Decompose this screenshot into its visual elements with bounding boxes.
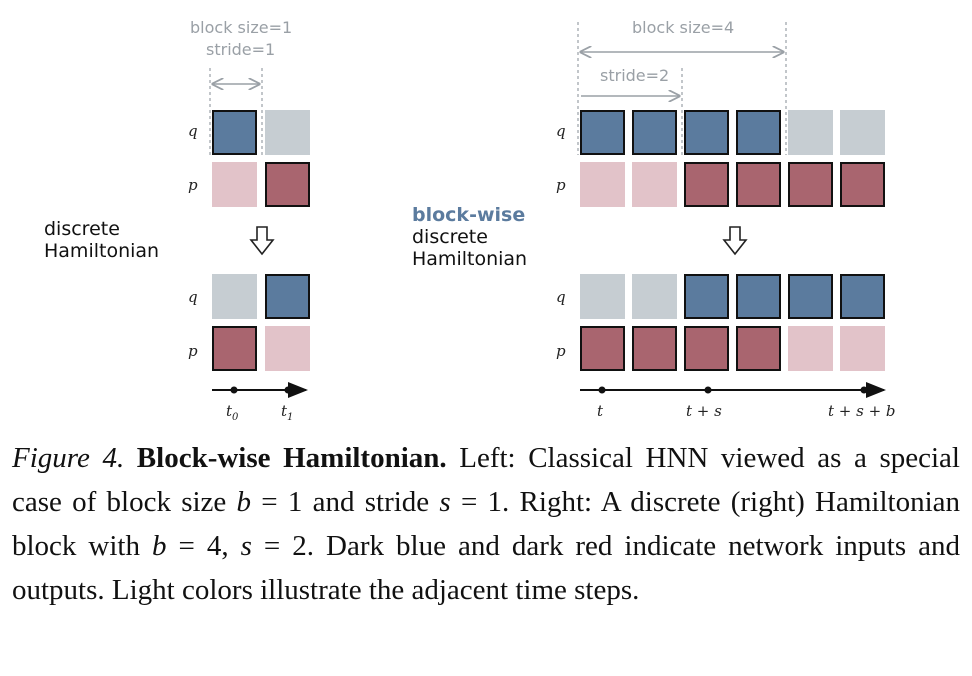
- dark-blue-cell: [684, 274, 729, 319]
- block-size-label: block size=1: [190, 18, 293, 37]
- dark-blue-cell: [632, 110, 677, 155]
- caption-title: Block-wise Hamiltonian.: [136, 442, 447, 474]
- tick-t: t: [597, 402, 604, 420]
- caption-math-b: b: [236, 486, 252, 518]
- light-red-cell: [212, 162, 257, 207]
- caption-text: = 2. Dark blue and dark red indicate net…: [12, 530, 960, 606]
- side-label-discrete-hamiltonian: discrete Hamiltonian: [44, 218, 159, 262]
- caption-math-s: s: [439, 486, 451, 518]
- p-label: p: [188, 176, 198, 194]
- caption-text: = 4,: [166, 530, 241, 562]
- dark-red-cell: [736, 162, 781, 207]
- side-label-line: discrete: [44, 218, 120, 240]
- light-blue-cell: [632, 274, 677, 319]
- dark-red-cell: [632, 326, 677, 371]
- light-blue-cell: [212, 274, 257, 319]
- block-size-label: block size=4: [632, 18, 735, 37]
- q-label: q: [188, 288, 198, 306]
- light-red-cell: [580, 162, 625, 207]
- light-blue-cell: [580, 274, 625, 319]
- light-blue-cell: [788, 110, 833, 155]
- dark-blue-cell: [788, 274, 833, 319]
- p-label: p: [556, 342, 566, 360]
- side-label-line: Hamiltonian: [44, 240, 160, 262]
- dark-blue-cell: [684, 110, 729, 155]
- q-label: q: [188, 122, 198, 140]
- down-arrow-icon: [249, 226, 275, 256]
- light-blue-cell: [840, 110, 885, 155]
- side-label-line: discrete: [412, 226, 488, 248]
- caption-figure-label: Figure 4.: [12, 442, 125, 474]
- side-label-highlight: block-wise: [412, 204, 526, 226]
- light-red-cell: [265, 326, 310, 371]
- dark-red-cell: [788, 162, 833, 207]
- dark-blue-cell: [840, 274, 885, 319]
- dark-red-cell: [265, 162, 310, 207]
- down-arrow-icon: [722, 226, 748, 256]
- dark-red-cell: [212, 326, 257, 371]
- side-label-line: Hamiltonian: [412, 248, 528, 270]
- caption-math-b: b: [152, 530, 167, 562]
- q-label: q: [556, 288, 566, 306]
- dark-red-cell: [684, 326, 729, 371]
- tick-t-plus-s: t + s: [686, 402, 722, 420]
- dark-blue-cell: [736, 110, 781, 155]
- figure-4-diagram: block size=1 stride=1 q p discrete Hamil…: [44, 18, 896, 423]
- q-label: q: [556, 122, 566, 140]
- light-red-cell: [632, 162, 677, 207]
- caption-text: Left: Classical HNN viewed as a special …: [12, 442, 960, 518]
- tick-t0: t0: [226, 402, 238, 423]
- caption-text: = 1. Right: A discrete (right) Hamiltoni…: [12, 486, 961, 562]
- caption-text: = 1 and stride: [251, 486, 440, 518]
- dark-blue-cell: [580, 110, 625, 155]
- tick-t1: t1: [281, 402, 293, 423]
- tick-sub: 1: [287, 412, 294, 423]
- tick-base: t: [281, 402, 288, 420]
- light-red-cell: [788, 326, 833, 371]
- tick-t-plus-s-plus-b: t + s + b: [828, 402, 896, 420]
- dark-red-cell: [736, 326, 781, 371]
- figure-caption: Figure 4. Block-wise Hamiltonian. Left: …: [12, 436, 960, 612]
- dark-blue-cell: [736, 274, 781, 319]
- light-red-cell: [840, 326, 885, 371]
- dark-red-cell: [840, 162, 885, 207]
- dark-blue-cell: [212, 110, 257, 155]
- dark-red-cell: [684, 162, 729, 207]
- caption-math-s: s: [240, 530, 252, 562]
- tick-sub: 0: [232, 412, 239, 423]
- light-blue-cell: [265, 110, 310, 155]
- annotation-lines: [209, 22, 886, 398]
- side-label-block-wise-discrete-hamiltonian: block-wise discrete Hamiltonian: [412, 204, 527, 270]
- dark-blue-cell: [265, 274, 310, 319]
- dark-red-cell: [580, 326, 625, 371]
- p-label: p: [188, 342, 198, 360]
- stride-label: stride=1: [206, 40, 276, 59]
- stride-label: stride=2: [600, 66, 670, 85]
- p-label: p: [556, 176, 566, 194]
- tick-base: t: [226, 402, 233, 420]
